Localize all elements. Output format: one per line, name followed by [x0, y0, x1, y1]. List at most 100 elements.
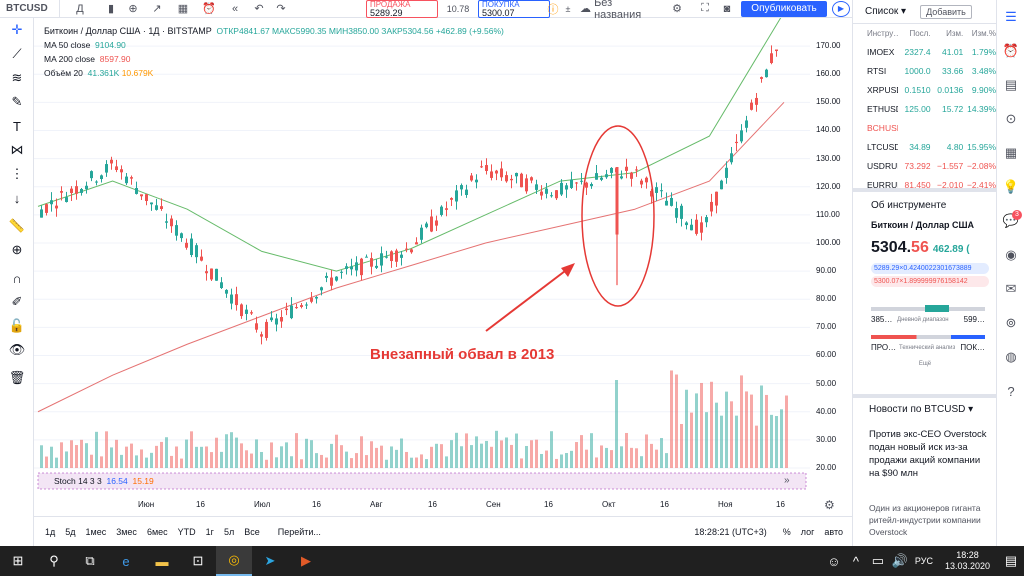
- templates-icon[interactable]: ▦: [177, 3, 189, 15]
- layout-menu-button[interactable]: ☁ Без названия: [576, 0, 666, 21]
- watchlist-row[interactable]: RTSI 1000.0 33.66 3.48%: [853, 61, 996, 80]
- lock-icon[interactable]: 🔓: [8, 318, 26, 333]
- stoch-collapse-icon[interactable]: »: [784, 475, 790, 486]
- alarm-icon[interactable]: ⏰: [1002, 43, 1020, 58]
- alert-icon[interactable]: ⏰: [202, 3, 216, 15]
- help-icon[interactable]: ?: [1007, 383, 1015, 399]
- range-6m[interactable]: 6мес: [146, 526, 168, 537]
- messages-icon[interactable]: ✉: [1005, 281, 1017, 296]
- camera-icon[interactable]: ◙: [723, 2, 731, 15]
- action-center-icon[interactable]: ▤: [1004, 553, 1018, 568]
- watchlist-row[interactable]: USDRUB 73.292 −1.557−2.08%: [853, 156, 996, 175]
- network-icon[interactable]: ▭: [871, 553, 885, 568]
- buy-button[interactable]: ПОКУПКА 5300.07: [478, 0, 550, 18]
- interval-button[interactable]: Д: [76, 2, 84, 15]
- chevron-up-icon[interactable]: ^: [852, 553, 859, 569]
- range-1d[interactable]: 1д: [45, 526, 56, 537]
- range-5d[interactable]: 5д: [65, 526, 76, 537]
- sell-button[interactable]: ПРОДАЖА 5289.29: [366, 0, 438, 18]
- auto-toggle[interactable]: авто: [824, 527, 843, 537]
- watchlist-chevron-icon[interactable]: ▾: [898, 6, 907, 17]
- watchlist-row[interactable]: BCHUSD: [853, 118, 996, 137]
- add-symbol-button[interactable]: Добавить: [920, 4, 972, 19]
- col-last[interactable]: Посл.: [909, 28, 931, 38]
- watchlist-icon[interactable]: ☰: [1005, 9, 1017, 24]
- telegram-icon[interactable]: ➤: [264, 553, 276, 568]
- col-change-pct[interactable]: Изм.%: [971, 28, 997, 38]
- news-headline[interactable]: Против экс-CEO Overstock подан новый иск…: [869, 429, 987, 479]
- news-chevron-icon[interactable]: ▾: [965, 404, 974, 415]
- fib-icon[interactable]: ≋: [11, 70, 23, 85]
- info-icon[interactable]: ⓘ: [547, 3, 559, 16]
- pattern-icon[interactable]: ⋈: [10, 142, 24, 157]
- windows-start-icon[interactable]: ⊞: [12, 553, 24, 568]
- text-icon[interactable]: T: [13, 118, 21, 134]
- zoom-icon[interactable]: ⊕: [11, 242, 23, 257]
- dom-icon[interactable]: ◍: [1005, 349, 1017, 364]
- indicators-icon[interactable]: ↗: [152, 3, 162, 15]
- price-axis[interactable]: 170.00 160.00 150.00 140.00 130.00 120.00 110.…: [810, 18, 852, 472]
- col-symbol[interactable]: Инстру…: [867, 28, 898, 38]
- trendline-icon[interactable]: ⟋: [12, 46, 22, 61]
- calendar-icon[interactable]: ▦: [1004, 145, 1018, 160]
- brush-icon[interactable]: ✎: [11, 94, 23, 109]
- chart-pane[interactable]: Биткоин / Доллар США · 1Д · BITSTAMP ОТК…: [34, 18, 852, 516]
- fullscreen-icon[interactable]: ⛶: [701, 2, 709, 14]
- chrome-icon[interactable]: ◎: [216, 546, 252, 576]
- notifications-icon[interactable]: ⊚: [1005, 315, 1017, 330]
- store-icon[interactable]: ⊡: [192, 553, 204, 568]
- col-change[interactable]: Изм.: [946, 28, 964, 38]
- goto-date-button[interactable]: Перейти...: [277, 526, 321, 537]
- people-icon[interactable]: ☺: [827, 553, 841, 569]
- taskbar-clock[interactable]: 18:28 13.03.2020: [937, 550, 998, 572]
- task-view-icon[interactable]: ⧉: [85, 553, 95, 568]
- chat-icon[interactable]: 💬 3: [997, 204, 1024, 238]
- range-1m[interactable]: 1мес: [85, 526, 107, 537]
- date-axis[interactable]: Июн 16 Июл 16 Авг 16 Сен 16 Окт 16 Ноя 16: [34, 494, 810, 516]
- watchlist-row[interactable]: IMOEX 2327.4 41.01 1.79%: [853, 42, 996, 61]
- percent-toggle[interactable]: %: [782, 527, 791, 537]
- publish-button[interactable]: Опубликовать: [741, 1, 827, 17]
- watchlist-row[interactable]: LTCUSD 34.89 4.80 15.95%: [853, 137, 996, 156]
- watchlist-row[interactable]: XRPUSD 0.1510 0.0136 9.90%: [853, 80, 996, 99]
- video-icon[interactable]: ▶: [301, 553, 311, 568]
- forecast-icon[interactable]: ⋮: [10, 166, 24, 181]
- range-3m[interactable]: 3мес: [116, 526, 137, 537]
- redo-icon[interactable]: ↷: [276, 3, 286, 15]
- lock-drawing-icon[interactable]: ✐: [11, 294, 23, 309]
- edge-icon[interactable]: e: [122, 553, 130, 569]
- bar-style-icon[interactable]: ▮: [107, 3, 115, 15]
- ruler-icon[interactable]: 📏: [8, 218, 26, 233]
- range-1y[interactable]: 1г: [205, 526, 214, 537]
- magnet-icon[interactable]: ∩: [12, 270, 22, 286]
- search-icon[interactable]: ⚲: [49, 553, 59, 568]
- range-all[interactable]: Все: [244, 526, 260, 537]
- price-chart[interactable]: [34, 18, 810, 494]
- clock-timezone[interactable]: 18:28:21 (UTC+3): [694, 527, 767, 537]
- chart-settings-icon[interactable]: ⚙: [824, 498, 835, 512]
- watchlist-title[interactable]: Список: [865, 6, 899, 17]
- more-link[interactable]: Ещё: [918, 361, 932, 367]
- symbol-search-button[interactable]: BTCUSD: [0, 0, 60, 18]
- language-indicator[interactable]: РУС: [914, 556, 933, 566]
- hotlist-icon[interactable]: ⊙: [1005, 111, 1017, 126]
- ideas-icon[interactable]: 💡: [1002, 179, 1020, 194]
- trash-icon[interactable]: 🗑: [8, 370, 26, 385]
- play-icon[interactable]: ▶: [832, 1, 850, 17]
- volume-icon[interactable]: 🔊: [891, 553, 909, 568]
- range-ytd[interactable]: YTD: [177, 526, 196, 537]
- crosshair-icon[interactable]: ✛: [11, 22, 23, 37]
- data-window-icon[interactable]: ▤: [1004, 77, 1018, 92]
- qty-stepper[interactable]: ±: [565, 3, 571, 14]
- explorer-icon[interactable]: ▬: [155, 553, 169, 569]
- range-5y[interactable]: 5л: [223, 526, 235, 537]
- streams-icon[interactable]: ◉: [1005, 247, 1017, 262]
- news-title[interactable]: Новости по BTCUSD: [869, 404, 966, 415]
- log-toggle[interactable]: лог: [800, 527, 815, 537]
- replay-icon[interactable]: «: [231, 2, 239, 15]
- undo-icon[interactable]: ↶: [254, 3, 264, 15]
- eye-icon[interactable]: 👁: [8, 342, 26, 357]
- news-sub[interactable]: Один из акционеров гиганта ритейл-индуст…: [869, 503, 981, 537]
- compare-icon[interactable]: ⊕: [128, 3, 138, 15]
